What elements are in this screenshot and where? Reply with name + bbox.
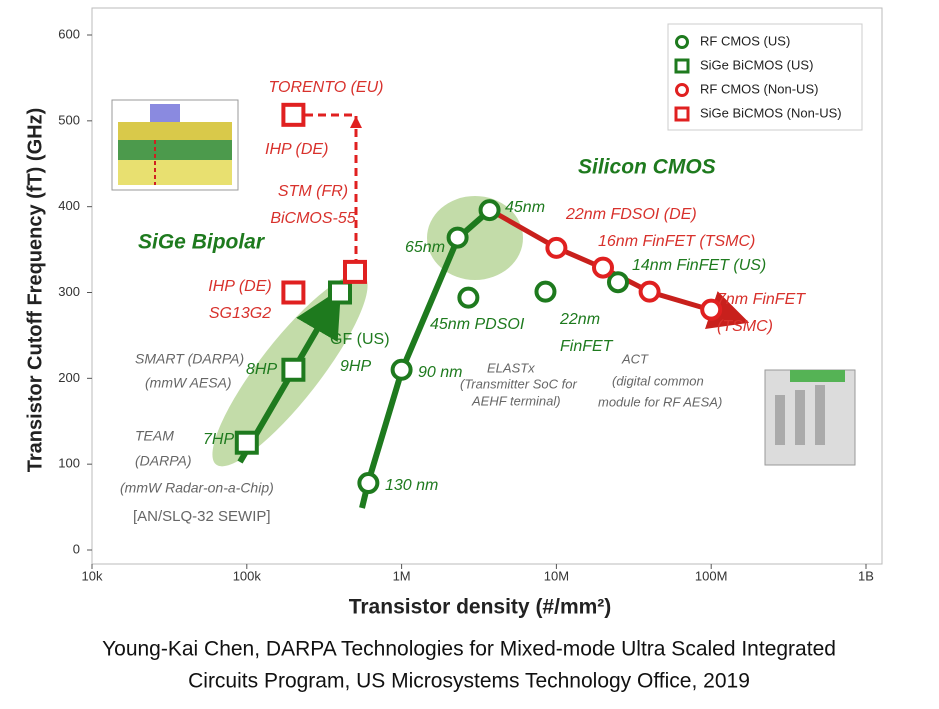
point [327,280,352,305]
y-tick-label: 100 [58,456,80,471]
y-tick-label: 200 [58,370,80,385]
point-label: 7HP [203,431,234,448]
annotation: (mmW AESA) [145,375,232,391]
y-tick-label: 0 [73,541,80,556]
legend-label: RF CMOS (US) [700,33,790,48]
point [281,280,306,305]
arrow-head [350,116,362,128]
finfet-icon [764,369,856,466]
legend-label: SiGe BiCMOS (Non-US) [700,105,842,120]
annotation: ELASTx [487,360,535,375]
y-axis-title: Transistor Cutoff Frequency (fT) (GHz) [24,108,46,472]
point [591,256,614,279]
point-label: 16nm FinFET (TSMC) [598,233,755,250]
y-tick-label: 400 [58,198,80,213]
point [457,286,480,309]
point-label: IHP (DE) [208,278,271,295]
legend-marker [674,58,690,74]
annotation: SiGe Bipolar [138,231,266,254]
point-label: BiCMOS-55 [270,210,355,227]
point-label: 8HP [246,361,277,378]
annotation: IHP (DE) [265,141,328,158]
point-label: 90 nm [418,364,462,381]
annotation: (Transmitter SoC for [460,376,577,391]
point-label: FinFET [560,338,614,355]
point-label: 22nm [559,311,600,328]
annotation: [AN/SLQ-32 SEWIP] [133,508,271,525]
point-label: 14nm FinFET (US) [632,257,766,274]
annotation: GF (US) [330,331,390,348]
annotation: TEAM [135,428,174,444]
x-axis-title: Transistor density (#/mm²) [349,596,612,619]
annotation: AEHF terminal) [471,393,561,408]
point [478,199,501,222]
device-icon [111,99,239,191]
point [281,102,306,127]
x-tick-label: 10M [544,568,569,583]
caption: Circuits Program, US Microsystems Techno… [188,670,750,693]
point [446,226,469,249]
legend-marker [675,83,689,97]
legend-label: SiGe BiCMOS (US) [700,57,813,72]
y-tick-label: 300 [58,284,80,299]
legend-box [667,23,863,131]
x-tick-label: 1M [393,568,411,583]
point-label: 45nm PDSOI [430,316,525,333]
annotation: ACT [621,351,649,366]
x-tick-label: 100k [233,568,262,583]
x-tick-label: 1B [858,568,874,583]
point-label: TORENTO (EU) [269,79,384,96]
x-tick-label: 100M [695,568,728,583]
point-label: 22nm FDSOI (DE) [565,206,697,223]
point [281,357,306,382]
legend-label: RF CMOS (Non-US) [700,81,818,96]
point [534,280,557,303]
legend-marker [675,35,689,49]
point-label: 9HP [340,358,371,375]
x-tick-label: 10k [82,568,103,583]
point-label: STM (FR) [278,183,348,200]
point [343,259,368,284]
annotation: SMART (DARPA) [135,351,244,367]
y-tick-label: 500 [58,112,80,127]
point [607,271,630,294]
caption: Young-Kai Chen, DARPA Technologies for M… [102,638,836,661]
legend-marker [674,106,690,122]
point [357,472,380,495]
y-tick-label: 600 [58,26,80,41]
dashed-arrow [305,113,358,268]
point-label: (TSMC) [717,318,773,335]
point [234,430,259,455]
annotation: (mmW Radar-on-a-Chip) [120,480,274,496]
annotation: module for RF AESA) [598,394,722,409]
point-label: 130 nm [385,477,438,494]
annotation: (DARPA) [135,453,192,469]
point [700,298,723,321]
point [638,280,661,303]
point-label: 45nm [505,199,545,216]
annotation: (digital common [612,373,704,388]
point [390,358,413,381]
point-label: 65nm [405,239,445,256]
point [545,236,568,259]
annotation: Silicon CMOS [578,156,716,179]
point-label: SG13G2 [209,305,271,322]
point-label: 7nm FinFET [717,291,806,308]
